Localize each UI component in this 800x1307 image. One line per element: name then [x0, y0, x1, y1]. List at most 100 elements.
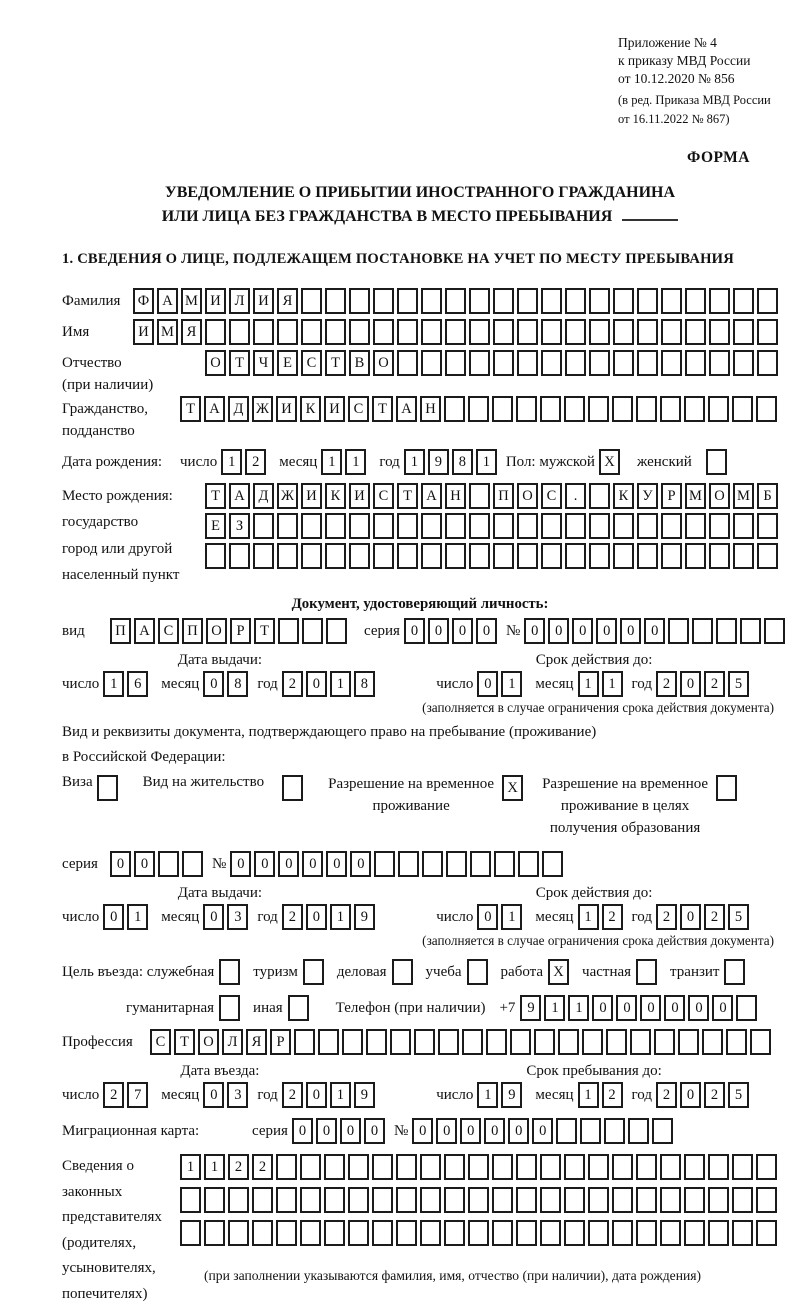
char-box[interactable] — [444, 1187, 465, 1214]
char-box[interactable] — [733, 288, 754, 315]
char-box[interactable]: 2 — [704, 904, 725, 931]
char-box[interactable]: О — [517, 483, 538, 510]
char-box[interactable] — [541, 319, 562, 346]
char-box[interactable] — [636, 1154, 657, 1181]
char-box[interactable]: 2 — [252, 1154, 273, 1181]
char-box[interactable] — [565, 350, 586, 377]
char-box[interactable]: 0 — [460, 1118, 482, 1145]
char-box[interactable] — [708, 1187, 729, 1214]
char-box[interactable] — [228, 1220, 249, 1247]
char-box[interactable]: 5 — [728, 904, 749, 931]
char-box[interactable]: 5 — [728, 671, 749, 698]
char-box[interactable] — [588, 1187, 609, 1214]
char-box[interactable]: 1 — [601, 671, 623, 698]
char-box[interactable] — [685, 513, 706, 540]
char-box[interactable] — [445, 513, 466, 540]
purpose-other-checkbox[interactable] — [287, 995, 312, 1022]
char-box[interactable]: С — [348, 396, 369, 423]
char-box[interactable]: Т — [174, 1029, 195, 1056]
char-box[interactable] — [637, 350, 658, 377]
char-box[interactable] — [349, 288, 370, 315]
char-box[interactable] — [219, 995, 241, 1022]
char-box[interactable] — [493, 513, 514, 540]
char-box[interactable]: С — [301, 350, 322, 377]
char-box[interactable]: 0 — [508, 1118, 530, 1145]
char-box[interactable]: 0 — [363, 1118, 385, 1145]
char-box[interactable]: 0 — [680, 671, 701, 698]
char-box[interactable] — [685, 350, 706, 377]
char-box[interactable]: 0 — [616, 995, 638, 1022]
char-box[interactable]: 1 — [345, 449, 367, 476]
char-box[interactable]: 0 — [203, 904, 225, 931]
char-box[interactable]: 0 — [254, 851, 276, 878]
char-box[interactable]: 0 — [664, 995, 686, 1022]
char-box[interactable] — [470, 851, 492, 878]
char-box[interactable] — [486, 1029, 507, 1056]
char-box[interactable] — [692, 618, 714, 645]
char-box[interactable]: 5 — [728, 1082, 749, 1109]
char-box[interactable] — [325, 288, 346, 315]
char-box[interactable] — [391, 959, 413, 986]
char-box[interactable]: 9 — [501, 1082, 523, 1109]
char-box[interactable] — [219, 959, 241, 986]
char-box[interactable] — [492, 1187, 513, 1214]
char-box[interactable] — [469, 513, 490, 540]
char-box[interactable] — [636, 1220, 657, 1247]
char-box[interactable] — [300, 1154, 321, 1181]
char-box[interactable] — [540, 1187, 561, 1214]
char-box[interactable]: 1 — [577, 1082, 599, 1109]
char-box[interactable]: X — [598, 449, 620, 476]
char-box[interactable] — [636, 1187, 657, 1214]
char-box[interactable] — [445, 319, 466, 346]
char-box[interactable] — [541, 543, 562, 570]
char-box[interactable] — [756, 1187, 777, 1214]
char-box[interactable] — [668, 618, 690, 645]
char-box[interactable] — [372, 1220, 393, 1247]
char-box[interactable]: 2 — [656, 671, 677, 698]
char-box[interactable]: И — [253, 288, 274, 315]
char-box[interactable]: 1 — [204, 1154, 225, 1181]
char-box[interactable] — [276, 1187, 297, 1214]
char-box[interactable] — [421, 513, 442, 540]
char-box[interactable] — [469, 483, 490, 510]
char-box[interactable] — [678, 1029, 699, 1056]
char-box[interactable] — [420, 1154, 441, 1181]
char-box[interactable] — [612, 1187, 633, 1214]
char-box[interactable] — [756, 396, 777, 423]
char-box[interactable] — [612, 396, 633, 423]
char-box[interactable] — [301, 513, 322, 540]
char-box[interactable] — [445, 350, 466, 377]
char-box[interactable] — [204, 1220, 225, 1247]
char-box[interactable] — [736, 995, 758, 1022]
char-box[interactable]: 1 — [127, 904, 149, 931]
char-box[interactable]: М — [685, 483, 706, 510]
char-box[interactable] — [373, 513, 394, 540]
char-box[interactable] — [708, 1154, 729, 1181]
char-box[interactable]: А — [421, 483, 442, 510]
char-box[interactable]: 1 — [477, 1082, 499, 1109]
char-box[interactable]: С — [158, 618, 179, 645]
char-box[interactable] — [589, 543, 610, 570]
visa-checkbox[interactable] — [96, 775, 121, 802]
char-box[interactable] — [205, 543, 226, 570]
char-box[interactable] — [652, 1118, 674, 1145]
purpose-study-checkbox[interactable] — [466, 959, 491, 986]
purpose-humanitarian-checkbox[interactable] — [219, 995, 243, 1022]
char-box[interactable]: 0 — [203, 1082, 225, 1109]
char-box[interactable]: 2 — [228, 1154, 249, 1181]
char-box[interactable]: 2 — [245, 449, 267, 476]
char-box[interactable] — [708, 1220, 729, 1247]
char-box[interactable]: 0 — [688, 995, 710, 1022]
char-box[interactable]: 2 — [103, 1082, 125, 1109]
char-box[interactable] — [589, 288, 610, 315]
char-box[interactable] — [325, 543, 346, 570]
char-box[interactable] — [252, 1220, 273, 1247]
char-box[interactable]: С — [373, 483, 394, 510]
